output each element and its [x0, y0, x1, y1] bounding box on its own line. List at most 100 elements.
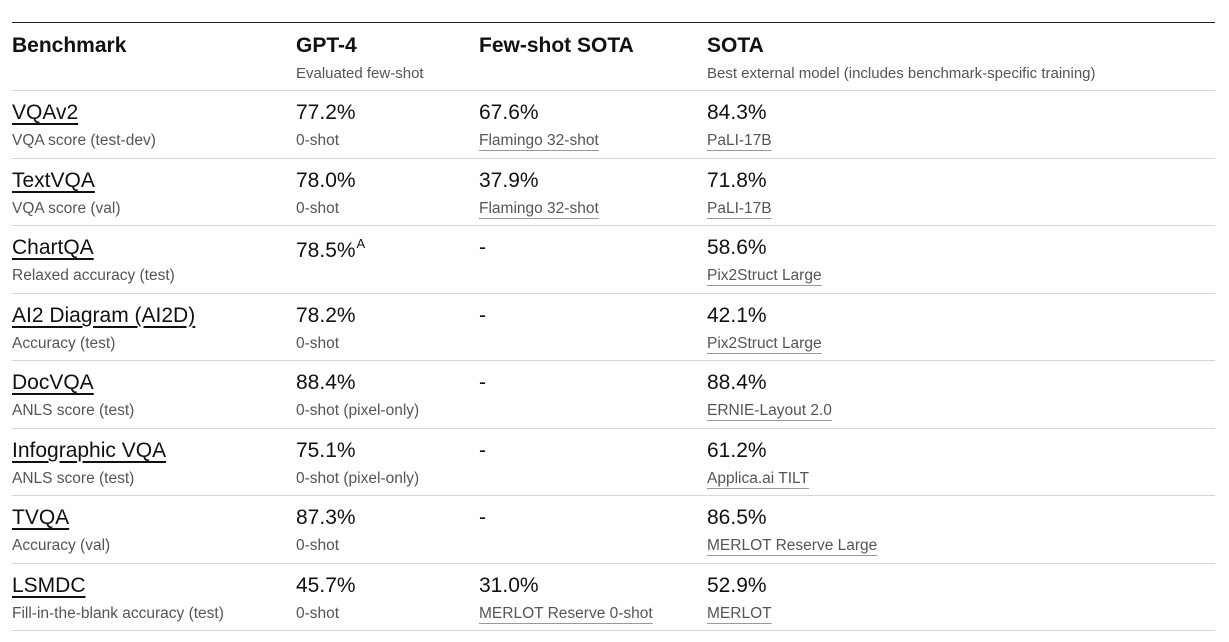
gpt4-note: 0-shot (pixel-only) [296, 402, 420, 419]
header-sota-title: SOTA [707, 34, 764, 57]
benchmark-link[interactable]: TVQA [12, 506, 70, 529]
sota-value: 86.5% [707, 506, 767, 529]
benchmark-link[interactable]: LSMDC [12, 573, 86, 597]
fewshot-value: 67.6% [479, 101, 539, 124]
table-body: VQAv2 VQA score (test-dev) 77.2% 0-shot 67.6… [12, 91, 1215, 631]
gpt4-value-wrap: 88.4% [296, 371, 356, 395]
gpt4-note: 0-shot [296, 334, 340, 352]
fewshot-model-wrap: Flamingo 32-shot [479, 200, 599, 218]
table-row: LSMDC Fill-in-the-blank accuracy (test) 45… [12, 564, 1215, 631]
gpt4-note: 0-shot [296, 537, 340, 554]
benchmark-metric: Relaxed accuracy (test) [12, 267, 175, 284]
benchmark-link[interactable]: Infographic VQA [12, 438, 167, 462]
fewshot-model-link[interactable]: Flamingo 32-shot [479, 132, 599, 149]
table-row: Infographic VQA ANLS score (test) 75.1% 0-s… [12, 429, 1215, 496]
fewshot-value: - [479, 506, 486, 529]
benchmark-metric: Fill-in-the-blank accuracy (test) [12, 604, 224, 622]
fewshot-value: - [479, 236, 486, 259]
gpt4-value-wrap: 78.0% [296, 169, 356, 193]
header-gpt4-subtitle: Evaluated few-shot [296, 65, 424, 82]
benchmark-name-wrap: TextVQA [12, 169, 95, 193]
fewshot-model-wrap: Flamingo 32-shot [479, 132, 599, 150]
table-row: TextVQA VQA score (val) 78.0% 0-shot 37.9% Fl… [12, 159, 1215, 226]
benchmark-table: Benchmark GPT-4 Evaluated few-shot Few-s… [12, 22, 1215, 631]
sota-model-wrap: MERLOT [707, 605, 772, 623]
gpt4-value: 77.2% [296, 101, 356, 124]
benchmark-name-wrap: DocVQA [12, 371, 94, 395]
gpt4-value-wrap: 78.5%A [296, 236, 365, 263]
benchmark-link[interactable]: AI2 Diagram (AI2D) [12, 303, 196, 327]
gpt4-value: 75.1% [296, 438, 356, 462]
sota-model-wrap: Pix2Struct Large [707, 335, 822, 353]
table-row: VQAv2 VQA score (test-dev) 77.2% 0-shot 67.6… [12, 91, 1215, 159]
gpt4-value: 88.4% [296, 371, 356, 394]
fewshot-value: - [479, 303, 486, 327]
benchmark-metric: Accuracy (val) [12, 537, 111, 554]
table-row: DocVQA ANLS score (test) 88.4% 0-shot (pixe… [12, 361, 1215, 429]
benchmark-name-wrap: TVQA [12, 506, 69, 530]
fewshot-value: 31.0% [479, 573, 539, 597]
benchmark-link[interactable]: TextVQA [12, 168, 95, 192]
benchmark-metric: VQA score (val) [12, 199, 121, 217]
table-row: TVQA Accuracy (val) 87.3% 0-shot - 86.5% MERLO… [12, 496, 1215, 564]
benchmark-metric: ANLS score (test) [12, 469, 135, 487]
gpt4-note: 0-shot [296, 199, 340, 217]
sota-value: 58.6% [707, 236, 767, 259]
benchmark-metric: VQA score (test-dev) [12, 132, 156, 149]
table-header: Benchmark GPT-4 Evaluated few-shot Few-s… [12, 23, 1215, 91]
sota-model-link[interactable]: Applica.ai TILT [707, 469, 809, 487]
gpt4-value-wrap: 45.7% [296, 574, 356, 598]
header-gpt4-title: GPT-4 [296, 34, 357, 57]
gpt4-value-wrap: 78.2% [296, 304, 356, 328]
sota-value: 84.3% [707, 101, 767, 124]
sota-model-link[interactable]: MERLOT Reserve Large [707, 537, 878, 554]
sota-model-wrap: Applica.ai TILT [707, 470, 809, 488]
sota-value: 52.9% [707, 573, 767, 597]
benchmark-name-wrap: ChartQA [12, 236, 94, 260]
benchmark-name-wrap: LSMDC [12, 574, 86, 598]
sota-model-link[interactable]: MERLOT [707, 604, 772, 622]
sota-model-link[interactable]: Pix2Struct Large [707, 334, 822, 352]
footnote-marker: A [356, 236, 366, 251]
sota-model-wrap: MERLOT Reserve Large [707, 537, 877, 555]
fewshot-value: - [479, 438, 486, 462]
fewshot-model-link[interactable]: Flamingo 32-shot [479, 199, 599, 217]
gpt4-value: 78.2% [296, 303, 356, 327]
benchmark-metric: Accuracy (test) [12, 334, 116, 352]
table-row: ChartQA Relaxed accuracy (test) 78.5%A - 58.… [12, 226, 1215, 294]
fewshot-model-link[interactable]: MERLOT Reserve 0-shot [479, 604, 653, 622]
gpt4-value-wrap: 77.2% [296, 101, 356, 125]
sota-model-wrap: PaLI-17B [707, 200, 772, 218]
gpt4-value: 87.3% [296, 506, 356, 529]
sota-model-wrap: PaLI-17B [707, 132, 772, 150]
sota-model-link[interactable]: Pix2Struct Large [707, 267, 822, 284]
sota-model-link[interactable]: PaLI-17B [707, 132, 772, 149]
benchmark-name-wrap: Infographic VQA [12, 439, 166, 463]
fewshot-value: - [479, 371, 486, 394]
sota-model-link[interactable]: PaLI-17B [707, 199, 772, 217]
benchmark-metric: ANLS score (test) [12, 402, 135, 419]
benchmark-link[interactable]: DocVQA [12, 371, 94, 394]
sota-model-wrap: Pix2Struct Large [707, 267, 822, 285]
gpt4-note: 0-shot [296, 132, 340, 149]
gpt4-value-wrap: 87.3% [296, 506, 356, 530]
gpt4-value: 78.5% [296, 239, 356, 262]
header-sota-subtitle: Best external model (includes benchmark-… [707, 65, 1096, 82]
benchmark-name-wrap: VQAv2 [12, 101, 78, 125]
header-benchmark-title: Benchmark [12, 34, 127, 57]
sota-value: 88.4% [707, 371, 767, 394]
gpt4-value-wrap: 75.1% [296, 439, 356, 463]
fewshot-value: 37.9% [479, 168, 539, 192]
sota-model-link[interactable]: ERNIE-Layout 2.0 [707, 402, 832, 419]
sota-value: 61.2% [707, 438, 767, 462]
sota-value: 71.8% [707, 168, 767, 192]
benchmark-link[interactable]: ChartQA [12, 236, 94, 259]
benchmark-name-wrap: AI2 Diagram (AI2D) [12, 304, 195, 328]
fewshot-model-wrap: MERLOT Reserve 0-shot [479, 605, 653, 623]
benchmark-link[interactable]: VQAv2 [12, 101, 79, 124]
gpt4-value: 45.7% [296, 573, 356, 597]
sota-model-wrap: ERNIE-Layout 2.0 [707, 402, 832, 420]
gpt4-value: 78.0% [296, 168, 356, 192]
gpt4-note: 0-shot [296, 604, 340, 622]
gpt4-note: 0-shot (pixel-only) [296, 469, 420, 487]
